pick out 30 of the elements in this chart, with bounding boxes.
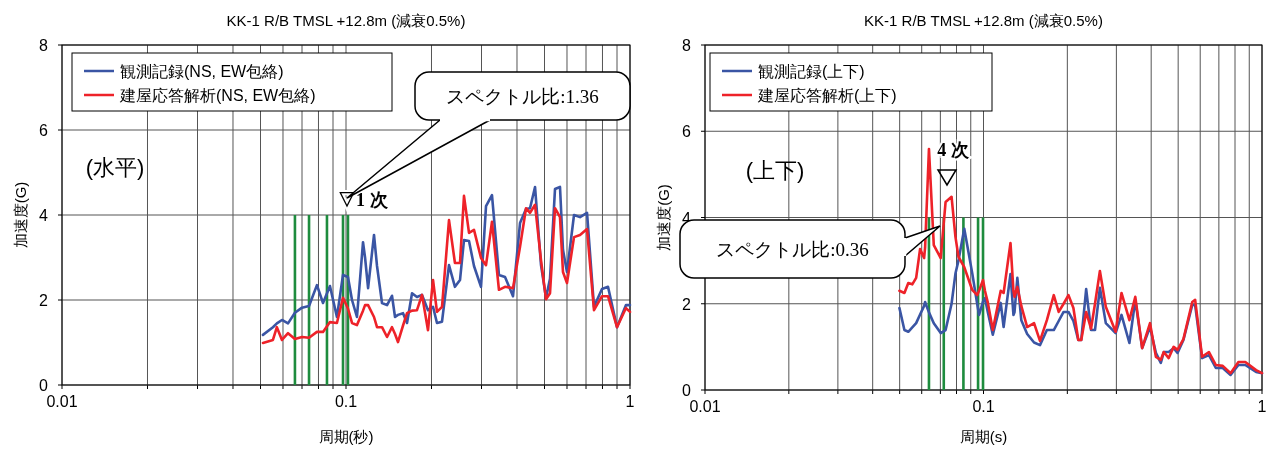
- y-tick-label: 0: [682, 382, 692, 399]
- x-tick-label: 0.1: [334, 393, 358, 410]
- annotation: (上下): [745, 158, 805, 183]
- y-tick-label: 4: [39, 207, 49, 224]
- y-tick-label: 2: [682, 295, 692, 313]
- x-axis-title: 周期(s): [959, 428, 1008, 445]
- annotation: スペクトル比:0.36: [716, 239, 869, 260]
- y-tick-label: 6: [39, 122, 49, 139]
- chart-title: KK-1 R/B TMSL +12.8m (減衰0.5%): [226, 12, 466, 29]
- x-axis-title: 周期(秒): [318, 428, 374, 445]
- annotation: (水平): [85, 155, 145, 180]
- legend-label: 観測記録(NS, EW包絡): [120, 63, 284, 80]
- legend-label: 建屋応答解析(NS, EW包絡): [119, 87, 316, 104]
- y-tick-label: 2: [39, 292, 49, 309]
- annotation: ▽1 次: [338, 190, 389, 210]
- chart-title: KK-1 R/B TMSL +12.8m (減衰0.5%): [864, 12, 1103, 29]
- legend-label: 建屋応答解析(上下): [757, 87, 897, 104]
- x-tick-label: 0.1: [972, 398, 995, 415]
- y-axis-title: 加速度(G): [12, 181, 29, 249]
- y-tick-label: 0: [39, 377, 49, 394]
- y-axis-title: 加速度(G): [655, 184, 672, 251]
- x-tick-label: 1: [1257, 398, 1267, 415]
- x-tick-label: 0.01: [689, 398, 721, 415]
- annotation: スペクトル比:1.36: [446, 86, 599, 107]
- y-tick-label: 8: [682, 37, 692, 54]
- y-tick-label: 6: [682, 123, 692, 141]
- y-tick-label: 8: [39, 37, 49, 54]
- x-tick-label: 0.01: [46, 393, 78, 410]
- x-tick-label: 1: [625, 393, 635, 410]
- legend-label: 観測記録(上下): [758, 63, 865, 80]
